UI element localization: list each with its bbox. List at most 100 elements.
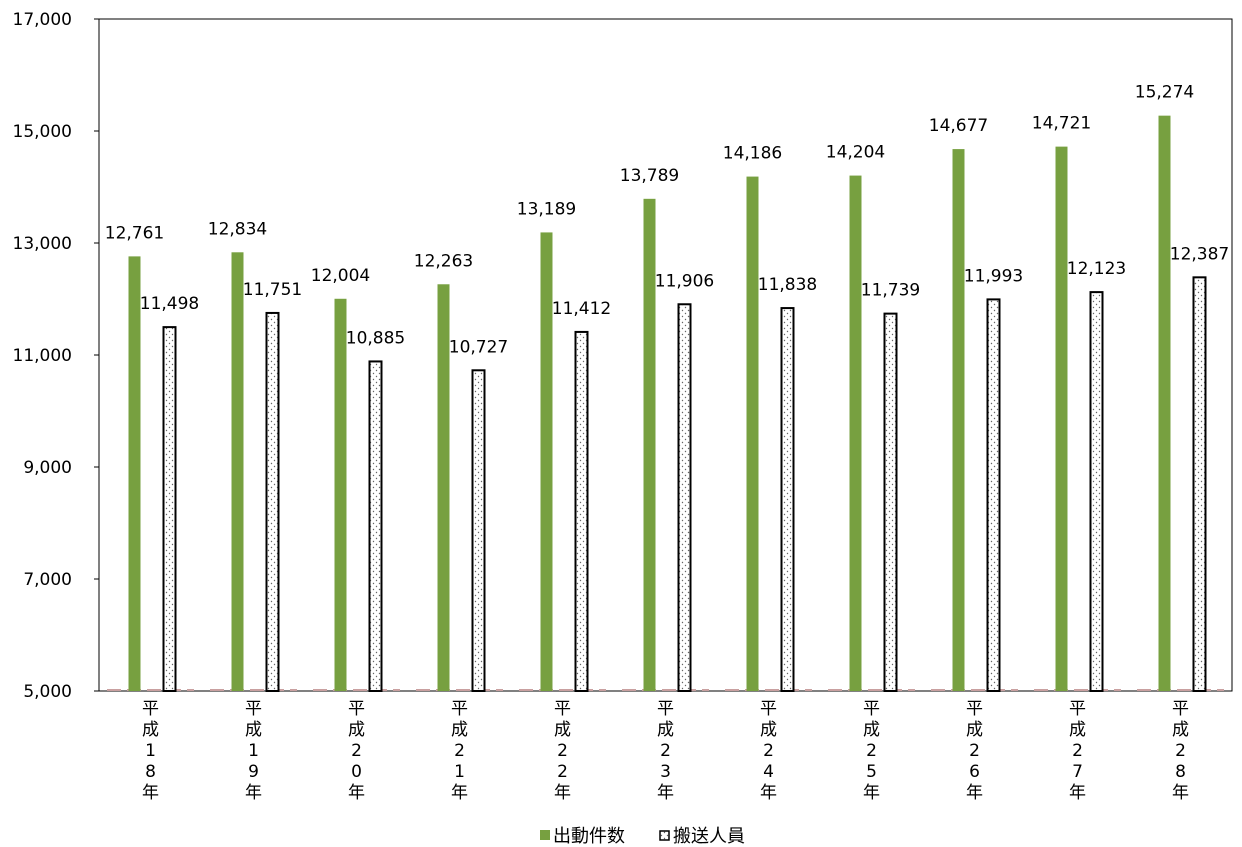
y-tick-label: 7,000	[23, 570, 72, 590]
x-tick-label-char: 3	[660, 762, 671, 782]
x-tick-label-char: 平	[451, 699, 468, 719]
x-tick-label-char: 4	[763, 762, 774, 782]
x-tick-label-char: 1	[454, 762, 465, 782]
bar-transport-count	[1089, 291, 1104, 692]
bar-transport-count	[677, 303, 692, 692]
bar-dispatch-count	[231, 252, 244, 691]
x-axis: 平成18年平成19年平成20年平成21年平成22年平成23年平成24年平成25年…	[107, 689, 1224, 803]
x-tick-label-char: 年	[966, 783, 983, 803]
x-tick-label-char: 1	[145, 741, 156, 761]
legend: 出動件数 搬送人員	[540, 826, 745, 847]
x-tick-label-char: 7	[1072, 762, 1083, 782]
bar-transport-count	[780, 307, 795, 692]
x-tick-label-char: 2	[1072, 741, 1083, 761]
bar-dispatch-count	[952, 149, 965, 691]
x-tick-label-char: 年	[760, 783, 777, 803]
bar-transport-count	[265, 311, 280, 692]
x-tick-label-char: 0	[351, 762, 362, 782]
x-tick-label-char: 年	[863, 783, 880, 803]
legend-swatch-dispatch	[540, 830, 550, 840]
data-label: 11,498	[140, 294, 199, 314]
bar-transport-count	[162, 326, 177, 692]
x-tick-label-char: 成	[966, 720, 983, 740]
x-tick-label-char: 2	[660, 741, 671, 761]
x-tick-label-char: 成	[760, 720, 777, 740]
x-tick-label-char: 年	[348, 783, 365, 803]
x-tick-label-char: 平	[245, 699, 262, 719]
x-tick-label-char: 成	[245, 720, 262, 740]
x-tick-label-char: 平	[657, 699, 674, 719]
x-tick-label-char: 平	[1069, 699, 1086, 719]
x-tick-label-char: 2	[763, 741, 774, 761]
bar-dispatch-count	[849, 175, 862, 692]
y-tick-label: 13,000	[13, 234, 72, 254]
x-tick-label-char: 成	[554, 720, 571, 740]
x-tick-label-char: 平	[348, 699, 365, 719]
y-tick-label: 15,000	[13, 122, 72, 142]
plot-area	[98, 18, 1233, 692]
x-tick-label-char: 2	[351, 741, 362, 761]
data-label: 14,721	[1032, 114, 1091, 134]
bar-transport-count	[574, 330, 589, 692]
bar-transport-count	[986, 298, 1001, 692]
x-tick-label-char: 平	[863, 699, 880, 719]
data-label: 14,677	[929, 116, 988, 136]
x-tick-label-char: 成	[451, 720, 468, 740]
bar-dispatch-count	[334, 298, 347, 691]
x-tick-label-char: 年	[1069, 783, 1086, 803]
x-tick-label-char: 8	[1175, 762, 1186, 782]
bar-dispatch-count	[1055, 146, 1068, 691]
data-label: 12,123	[1067, 259, 1126, 279]
x-tick-label-char: 9	[248, 762, 259, 782]
x-tick-label-char: 年	[245, 783, 262, 803]
y-tick-label: 17,000	[13, 10, 72, 30]
x-tick-label-char: 1	[248, 741, 259, 761]
y-tick-label: 5,000	[23, 682, 72, 702]
x-tick-label-char: 年	[451, 783, 468, 803]
data-label: 11,906	[655, 271, 714, 291]
x-tick-label-char: 2	[1175, 741, 1186, 761]
data-label: 14,204	[826, 143, 885, 163]
x-tick-label-char: 年	[142, 783, 159, 803]
x-tick-label-char: 成	[142, 720, 159, 740]
bar-dispatch-count	[643, 198, 656, 692]
x-tick-label-char: 2	[969, 741, 980, 761]
y-axis: 5,000 7,000 9,000 11,000 13,000 15,000 17,000	[13, 10, 99, 702]
bar-dispatch-count	[128, 256, 141, 691]
x-tick-label-char: 年	[1172, 783, 1189, 803]
data-label: 12,834	[208, 219, 267, 239]
data-label: 15,274	[1135, 83, 1194, 103]
x-tick-label-char: 平	[142, 699, 159, 719]
data-label: 11,412	[552, 299, 611, 319]
x-tick-label-char: 成	[863, 720, 880, 740]
x-tick-label-char: 2	[866, 741, 877, 761]
bar-transport-count	[368, 360, 383, 692]
x-tick-label-char: 成	[348, 720, 365, 740]
bar-transport-count	[1192, 276, 1207, 692]
data-label: 11,993	[964, 266, 1023, 286]
x-tick-label-char: 平	[1172, 699, 1189, 719]
bar-transport-count	[471, 369, 486, 692]
bar-dispatch-count	[746, 176, 759, 692]
x-tick-label-char: 8	[145, 762, 156, 782]
data-label: 13,789	[620, 166, 679, 186]
data-label: 13,189	[517, 199, 576, 219]
x-tick-label-char: 年	[554, 783, 571, 803]
x-tick-label-char: 成	[1069, 720, 1086, 740]
data-label: 11,751	[243, 280, 302, 300]
data-label: 11,739	[861, 281, 920, 301]
x-tick-label-char: 6	[969, 762, 980, 782]
bar-dispatch-count	[540, 232, 553, 691]
x-tick-label-char: 5	[866, 762, 877, 782]
bar-transport-count	[883, 312, 898, 692]
x-tick-label-char: 2	[557, 741, 568, 761]
